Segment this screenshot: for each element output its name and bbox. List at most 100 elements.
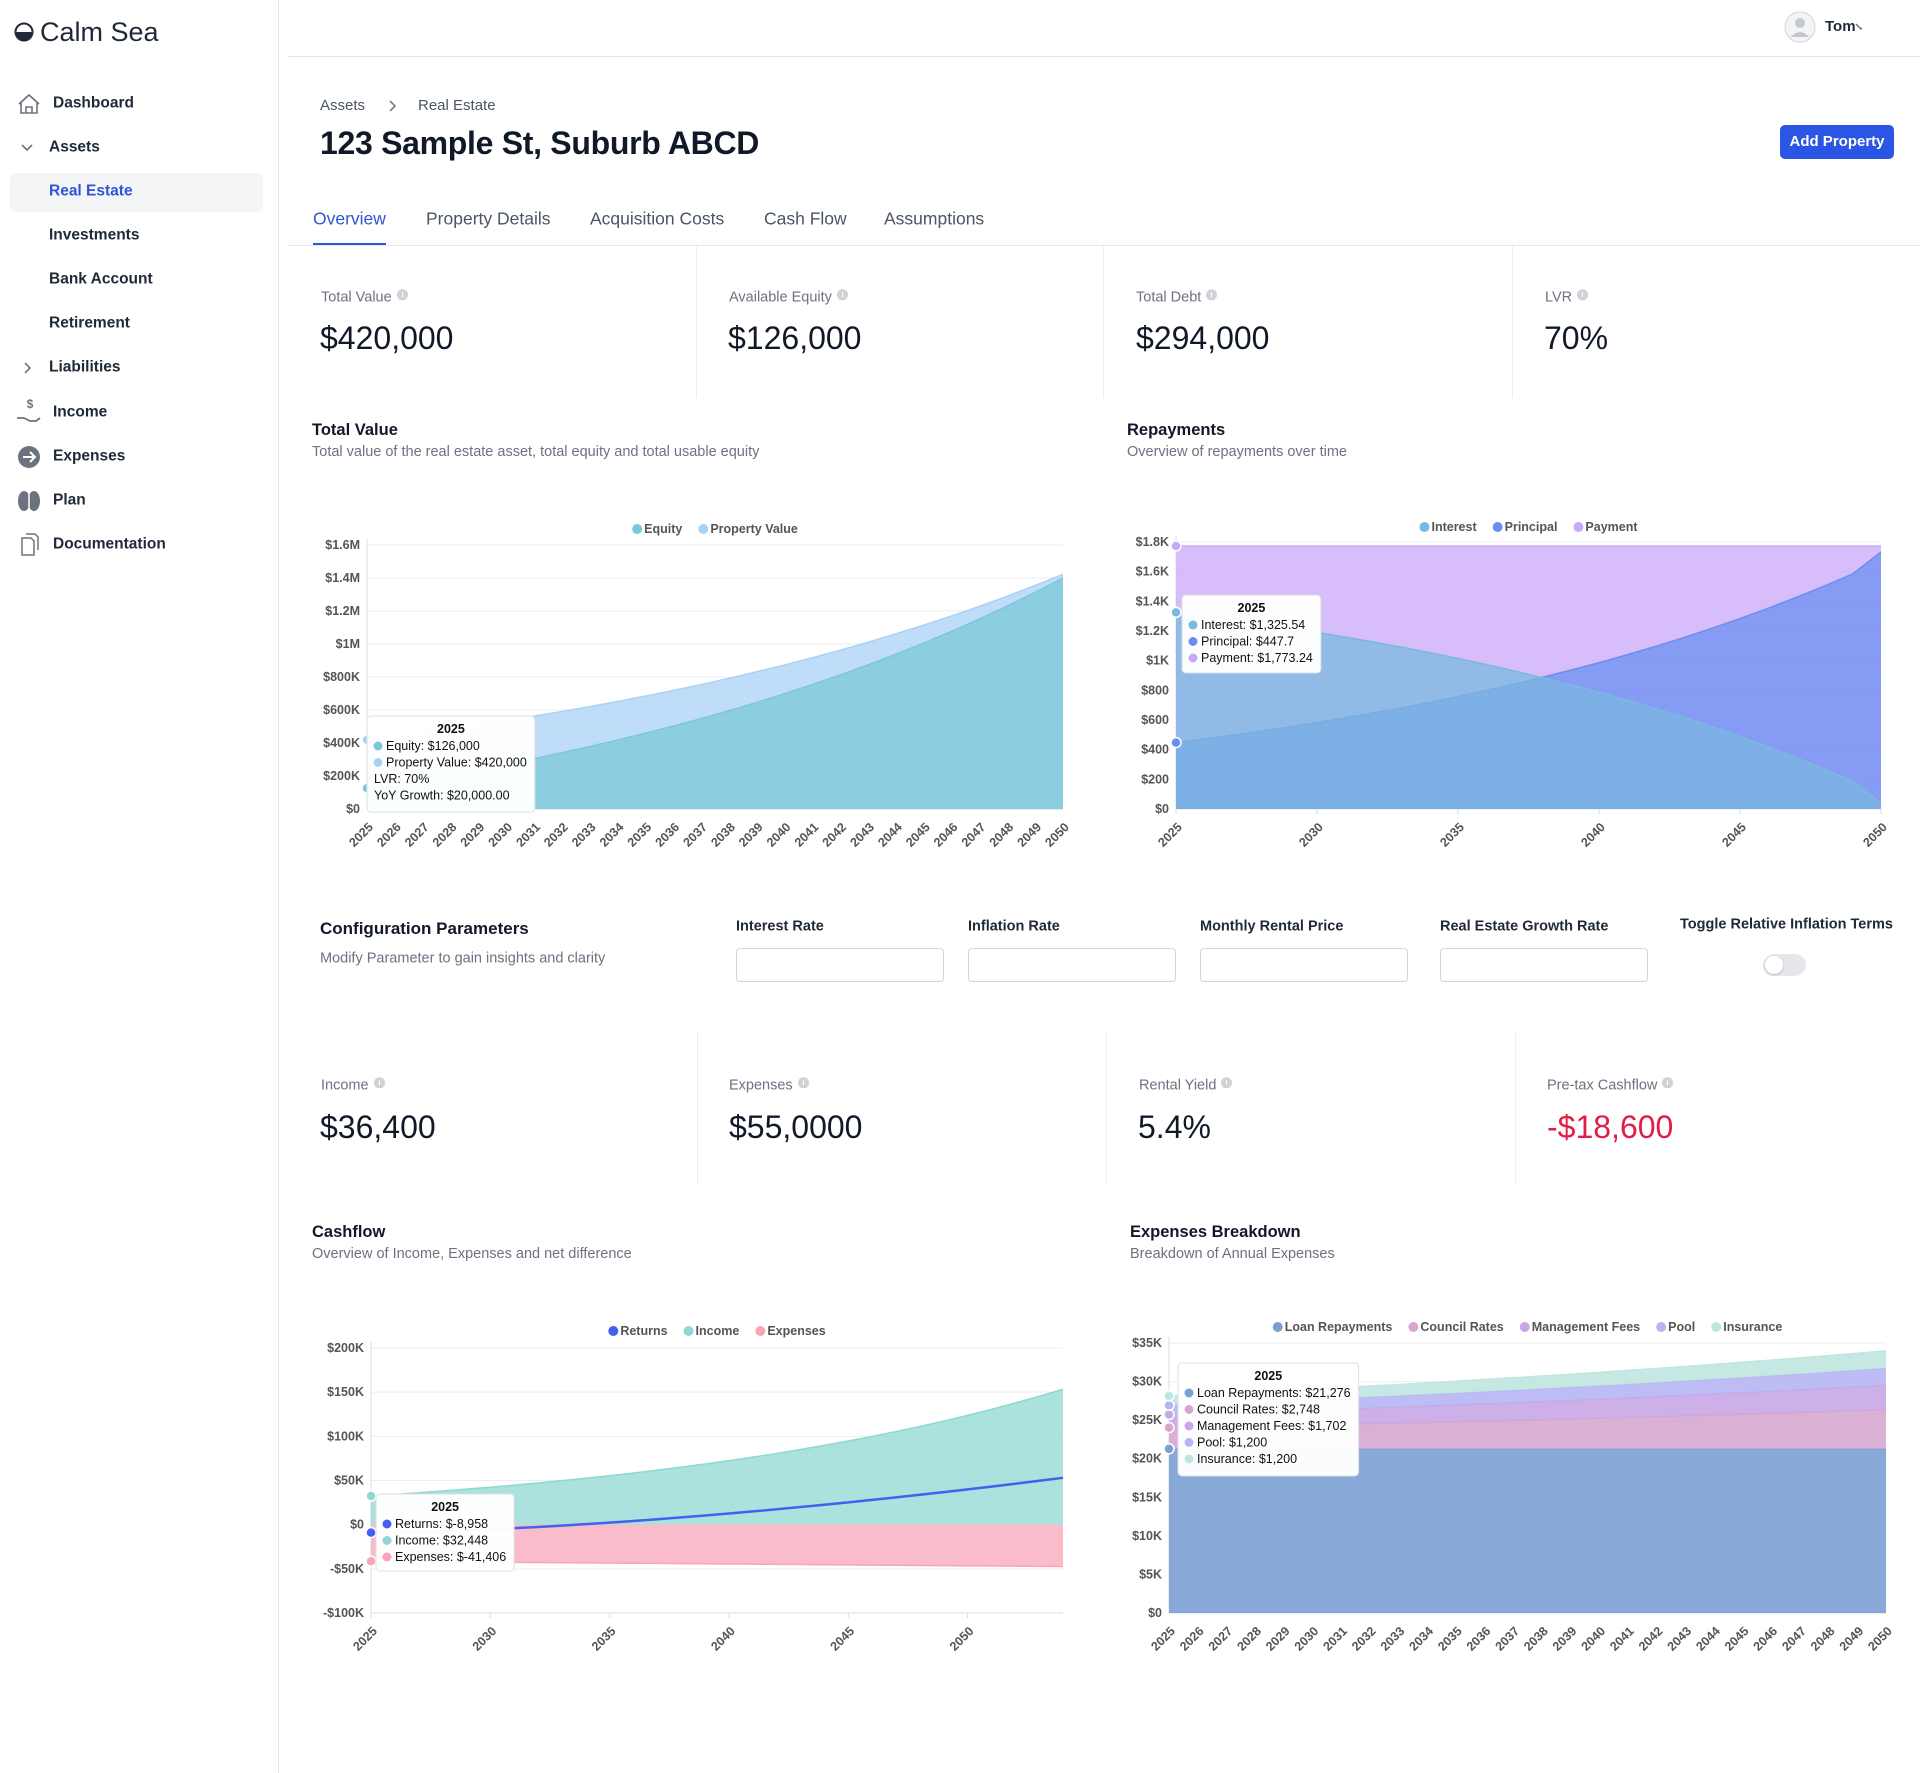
y-tick-label: $15K [1132,1490,1162,1504]
nav-item[interactable]: Bank Account [49,270,153,288]
y-tick-label: $200 [1141,772,1169,786]
hover-marker [1170,540,1182,552]
add-property-button[interactable]: Add Property [1780,125,1894,159]
tab-active[interactable]: Overview [313,208,386,229]
nav-item[interactable]: Investments [49,226,140,244]
nav-item[interactable]: Assets [49,138,100,156]
y-tick-label: $1.4K [1136,594,1169,608]
area-line [1175,551,1882,744]
y-tick-label: $400K [323,736,360,750]
info-icon[interactable] [1577,289,1589,301]
config-subtitle: Modify Parameter to gain insights and cl… [320,950,606,967]
expenses-icon [18,446,40,468]
tab[interactable]: Cash Flow [764,208,847,229]
y-tick-label: $400 [1141,743,1169,757]
nav-item-active[interactable]: Real Estate [49,182,133,200]
x-tick-label: 2025 [1155,820,1185,850]
tab[interactable]: Property Details [426,208,551,229]
breadcrumb[interactable]: Assets [320,97,366,114]
text-input[interactable] [736,948,944,982]
tooltip-dot [381,1535,393,1546]
kpi-label-text: Pre-tax Cashflow [1547,1077,1658,1094]
chart-title: Cashflow [312,1223,386,1241]
info-icon[interactable] [1221,1077,1233,1089]
tooltip-item: Property Value: $420,000 [386,756,527,770]
kpi-label-text: Total Value [321,289,392,306]
tab[interactable]: Assumptions [884,208,985,229]
nav-item[interactable]: Liabilities [49,358,121,376]
tooltip-title: 2025 [1238,601,1266,615]
area-line [366,577,1064,789]
y-tick-label: $35K [1132,1336,1162,1350]
legend-dot [608,1326,619,1336]
chart-title: Repayments [1127,421,1225,439]
y-tick-label: $100K [327,1429,364,1443]
x-tick-label: 2034 [1407,1624,1437,1654]
area-fill [371,1389,1063,1525]
breadcrumb[interactable]: Real Estate [418,97,496,114]
nav-item[interactable]: Expenses [53,447,126,465]
area-fill [1176,545,1881,809]
chart-title: Total Value [312,421,398,439]
info-icon[interactable] [836,289,848,301]
info-icon[interactable] [396,289,408,301]
field-label: Inflation Rate [968,918,1060,935]
hover-marker [1170,736,1182,749]
x-tick-label: 2040 [764,820,794,850]
x-tick-label: 2028 [430,820,460,850]
nav-item[interactable]: Income [53,403,108,421]
x-tick-label: 2030 [470,1624,500,1654]
text-input[interactable] [1440,948,1648,982]
kpi-value: $294,000 [1136,319,1270,356]
info-icon[interactable] [1662,1077,1674,1089]
x-tick-label: 2036 [1464,1624,1494,1654]
y-tick-label: $200K [323,769,360,783]
x-tick-label: 2031 [513,820,543,850]
legend-dot [1419,522,1430,532]
info-icon[interactable] [797,1077,809,1089]
x-tick-label: 2025 [346,820,376,850]
nav-item[interactable]: Plan [53,491,86,509]
nav-item[interactable]: Documentation [53,535,166,553]
dashboard-icon [18,93,40,114]
kpi-value: $36,400 [320,1108,436,1145]
info-icon[interactable] [373,1077,385,1089]
x-tick-label: 2046 [931,820,961,850]
x-tick-label: 2050 [1860,820,1890,850]
kpi-label-text: Available Equity [729,289,832,306]
tooltip-dot [1183,1420,1195,1432]
area-line [366,573,1064,741]
hover-marker [1163,1421,1175,1434]
y-tick-label: $1.8K [1136,535,1169,549]
tooltip-item: Council Rates: $2,748 [1197,1403,1320,1417]
field-label: Interest Rate [736,918,824,935]
legend-dot [632,524,643,534]
y-tick-label: $1.6K [1136,565,1169,579]
tooltip [1177,1362,1360,1477]
nav-item[interactable]: Retirement [49,314,130,332]
user-menu-icons[interactable] [1782,8,1862,48]
x-tick-label: 2035 [1437,820,1467,850]
chart-subtitle: Overview of repayments over time [1127,444,1347,460]
tooltip-title: 2025 [1254,1369,1282,1383]
y-tick-label: -$50K [330,1562,364,1576]
legend-label: Returns [620,1324,667,1338]
x-tick-label: 2038 [1521,1624,1551,1654]
kpi-label: Total Value [321,289,408,306]
toggle[interactable] [1763,954,1806,976]
legend-dot [1272,1322,1283,1332]
kpi-value: $420,000 [320,319,454,356]
x-tick-label: 2050 [1042,820,1072,850]
kpi-separator [1512,246,1513,398]
info-icon[interactable] [1206,289,1218,301]
kpi-separator [696,246,697,398]
x-tick-label: 2027 [1206,1624,1236,1654]
legend-dot [1408,1322,1419,1332]
tab[interactable]: Acquisition Costs [590,208,725,229]
nav-item[interactable]: Dashboard [53,94,134,112]
user-name[interactable]: Tom [1825,18,1856,35]
text-input[interactable] [1200,948,1408,982]
text-input[interactable] [968,948,1176,982]
hover-marker [1163,1443,1175,1455]
